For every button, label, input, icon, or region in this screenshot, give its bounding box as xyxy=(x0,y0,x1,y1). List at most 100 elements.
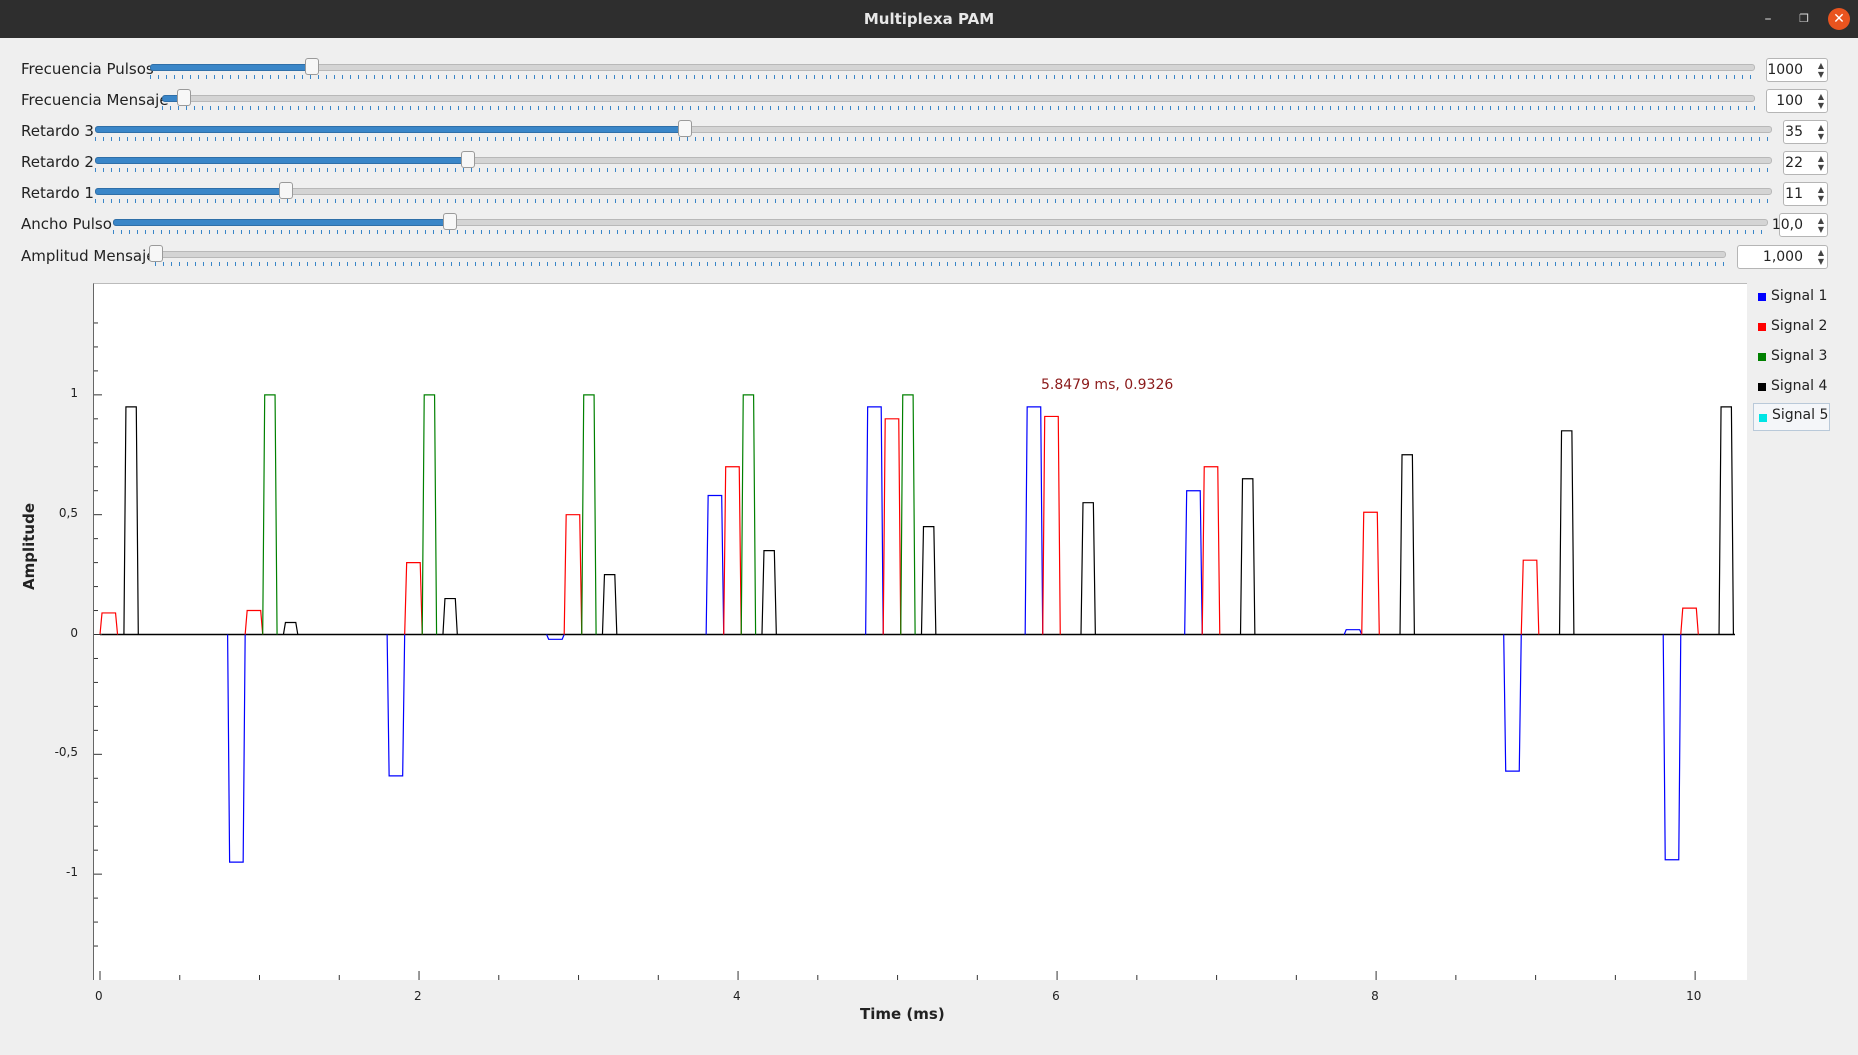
spin-up-icon[interactable]: ▲ xyxy=(1817,216,1824,225)
spinbox-value[interactable]: 100 xyxy=(1776,93,1803,109)
legend-item[interactable]: Signal 4 xyxy=(1750,373,1858,403)
control-spinbox[interactable]: 100 ▲ ▼ xyxy=(1766,89,1828,113)
slider-ticks xyxy=(95,168,1772,172)
legend-label: Signal 4 xyxy=(1771,378,1828,394)
pulse-mark xyxy=(1662,634,1682,861)
spin-down-icon[interactable]: ▼ xyxy=(1817,101,1824,110)
spin-up-icon[interactable]: ▲ xyxy=(1817,92,1824,101)
slider-handle[interactable] xyxy=(279,182,293,199)
pulse-mark xyxy=(1558,430,1575,635)
legend-item[interactable]: Signal 1 xyxy=(1750,283,1858,313)
spinbox-value[interactable]: 11 xyxy=(1785,186,1803,202)
spin-down-icon[interactable]: ▼ xyxy=(1817,194,1824,203)
spin-down-icon[interactable]: ▼ xyxy=(1817,70,1824,79)
legend-swatch xyxy=(1758,353,1766,361)
control-slider[interactable] xyxy=(150,56,1755,80)
spin-up-icon[interactable]: ▲ xyxy=(1817,248,1824,257)
spin-down-icon[interactable]: ▼ xyxy=(1817,132,1824,141)
slider-handle[interactable] xyxy=(461,151,475,168)
time-plot[interactable] xyxy=(94,284,1747,980)
control-slider[interactable] xyxy=(113,211,1768,235)
cursor-readout: 5.8479 ms, 0.9326 xyxy=(1041,377,1174,393)
control-slider[interactable] xyxy=(162,87,1755,111)
minimize-icon[interactable]: – xyxy=(1764,11,1772,27)
control-row: Retardo 1 11 ▲ ▼ xyxy=(0,180,1858,210)
slider-handle[interactable] xyxy=(305,58,319,75)
x-tick-label: 10 xyxy=(1686,989,1702,1003)
plot-area[interactable] xyxy=(93,283,1747,980)
control-label: Frecuencia Pulsos xyxy=(21,60,154,78)
pulse-mark xyxy=(920,526,937,635)
control-spinbox[interactable]: 1,000 ▲ ▼ xyxy=(1737,245,1828,269)
spin-up-icon[interactable]: ▲ xyxy=(1817,154,1824,163)
control-row: Amplitud Mensaje 1,000 ▲ ▼ xyxy=(0,243,1858,273)
pulse-mark xyxy=(900,394,916,635)
pulse-mark xyxy=(404,562,423,635)
y-tick-label: -1 xyxy=(66,865,78,880)
spinbox-value[interactable]: 1,000 xyxy=(1762,249,1803,265)
spin-up-icon[interactable]: ▲ xyxy=(1817,185,1824,194)
control-spinbox[interactable]: 35 ▲ ▼ xyxy=(1783,120,1828,144)
pulse-mark xyxy=(1343,629,1363,635)
control-spinbox[interactable]: 1000 ▲ ▼ xyxy=(1766,58,1828,82)
spinbox-value[interactable]: 1000 xyxy=(1767,62,1803,78)
control-slider[interactable] xyxy=(95,149,1772,173)
slider-fill xyxy=(113,219,451,226)
spinbox-value[interactable]: 10,0 xyxy=(1771,217,1803,233)
pulse-mark xyxy=(442,597,458,635)
pulse-mark xyxy=(1680,607,1699,635)
pulse-mark xyxy=(761,550,777,635)
control-slider[interactable] xyxy=(95,118,1772,142)
control-spinbox[interactable]: 11 ▲ ▼ xyxy=(1783,182,1828,206)
pulse-mark xyxy=(1520,559,1540,635)
pulse-mark xyxy=(227,634,246,863)
pulse-mark xyxy=(244,609,264,635)
spin-up-icon[interactable]: ▲ xyxy=(1817,61,1824,70)
slider-ticks xyxy=(95,137,1772,141)
pulse-mark xyxy=(705,494,725,635)
y-tick-label: -0,5 xyxy=(54,745,78,760)
pulse-mark xyxy=(1042,415,1061,635)
pulse-mark xyxy=(1503,634,1522,772)
slider-handle[interactable] xyxy=(678,120,692,137)
legend-item[interactable]: Signal 2 xyxy=(1750,313,1858,343)
slider-groove xyxy=(150,64,1755,71)
legend-item[interactable]: Signal 5 xyxy=(1753,403,1830,431)
spinbox-value[interactable]: 35 xyxy=(1785,124,1803,140)
y-tick-label: 1 xyxy=(70,385,78,400)
slider-fill xyxy=(150,64,313,71)
pulse-mark xyxy=(723,466,742,635)
close-icon[interactable]: ✕ xyxy=(1828,8,1850,30)
pulse-mark xyxy=(262,394,278,635)
slider-handle[interactable] xyxy=(443,213,457,230)
control-spinbox[interactable]: 22 ▲ ▼ xyxy=(1783,151,1828,175)
maximize-icon[interactable]: ❐ xyxy=(1799,12,1809,25)
control-row: Retardo 2 22 ▲ ▼ xyxy=(0,149,1858,179)
control-label: Amplitud Mensaje xyxy=(21,247,156,265)
control-row: Ancho Pulso 10,0 ▲ ▼ xyxy=(0,211,1858,241)
slider-groove xyxy=(155,251,1726,258)
control-label: Retardo 3 xyxy=(21,122,94,140)
control-slider[interactable] xyxy=(149,243,1726,267)
pulse-mark xyxy=(1201,466,1221,635)
spin-up-icon[interactable]: ▲ xyxy=(1817,123,1824,132)
pulse-mark xyxy=(1080,502,1096,635)
spin-down-icon[interactable]: ▼ xyxy=(1817,163,1824,172)
pulse-mark xyxy=(282,621,299,635)
spin-down-icon[interactable]: ▼ xyxy=(1817,257,1824,266)
pulse-mark xyxy=(581,394,597,635)
control-slider[interactable] xyxy=(95,180,1772,204)
pulse-mark xyxy=(386,634,406,777)
slider-ticks xyxy=(113,230,1768,234)
x-tick-label: 4 xyxy=(733,989,741,1003)
slider-handle[interactable] xyxy=(149,245,163,262)
control-spinbox[interactable]: 10,0 ▲ ▼ xyxy=(1772,213,1828,237)
pulse-mark xyxy=(740,394,757,635)
slider-handle[interactable] xyxy=(177,89,191,106)
slider-ticks xyxy=(95,199,1772,203)
legend-label: Signal 3 xyxy=(1771,348,1828,364)
spinbox-value[interactable]: 22 xyxy=(1785,155,1803,171)
control-label: Retardo 1 xyxy=(21,184,94,202)
spin-down-icon[interactable]: ▼ xyxy=(1817,225,1824,234)
legend-item[interactable]: Signal 3 xyxy=(1750,343,1858,373)
